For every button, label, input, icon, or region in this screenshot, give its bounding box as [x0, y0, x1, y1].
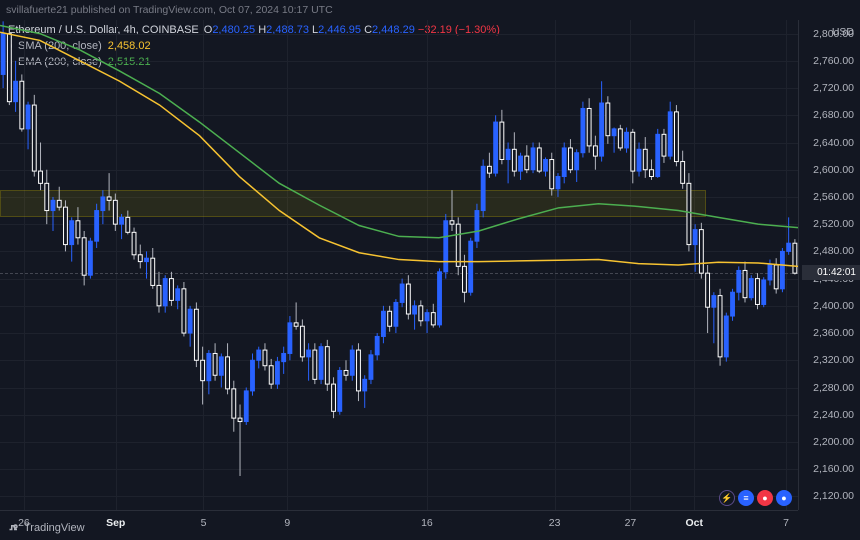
y-tick-label: 2,240.00 — [813, 409, 854, 421]
chart-glyphs: ⚡ ≡ ● ● — [719, 490, 792, 506]
y-tick-label: 2,400.00 — [813, 300, 854, 312]
x-tick-label: Sep — [106, 517, 125, 529]
bolt-icon[interactable]: ⚡ — [719, 490, 735, 506]
y-tick-label: 2,360.00 — [813, 327, 854, 339]
publish-banner: svillafuerte21 published on TradingView.… — [0, 0, 860, 20]
time-axis[interactable]: 26Sep59162327Oct7 — [0, 510, 798, 540]
x-tick-label: Oct — [685, 517, 703, 529]
y-tick-label: 2,560.00 — [813, 191, 854, 203]
x-tick-label: 27 — [625, 517, 637, 529]
y-tick-label: 2,720.00 — [813, 82, 854, 94]
y-tick-label: 2,160.00 — [813, 463, 854, 475]
x-tick-label: 7 — [783, 517, 789, 529]
badge-icon-1: ≡ — [738, 490, 754, 506]
y-tick-label: 2,320.00 — [813, 354, 854, 366]
y-tick-label: 2,200.00 — [813, 436, 854, 448]
publish-text: svillafuerte21 published on TradingView.… — [6, 4, 333, 16]
x-tick-label: 16 — [421, 517, 433, 529]
y-tick-label: 2,520.00 — [813, 218, 854, 230]
x-tick-label: 5 — [201, 517, 207, 529]
chart-frame: svillafuerte21 published on TradingView.… — [0, 0, 860, 540]
logo-text: TradingView — [24, 522, 85, 534]
y-tick-label: 2,280.00 — [813, 382, 854, 394]
y-tick-label: 2,760.00 — [813, 55, 854, 67]
badge-icon-2: ● — [757, 490, 773, 506]
x-tick-label: 23 — [549, 517, 561, 529]
chart-svg — [0, 20, 798, 510]
countdown: 01:42:01 — [802, 265, 860, 280]
y-tick-label: 2,800.00 — [813, 28, 854, 40]
y-tick-label: 2,480.00 — [813, 245, 854, 257]
y-tick-label: 2,680.00 — [813, 109, 854, 121]
y-tick-label: 2,120.00 — [813, 490, 854, 502]
plot-area[interactable]: ⚡ ≡ ● ● — [0, 20, 798, 510]
y-tick-label: 2,640.00 — [813, 137, 854, 149]
tradingview-logo: TradingView — [8, 522, 85, 534]
badge-icon-3: ● — [776, 490, 792, 506]
y-tick-label: 2,600.00 — [813, 164, 854, 176]
x-tick-label: 9 — [284, 517, 290, 529]
price-axis[interactable]: USD 2,800.002,760.002,720.002,680.002,64… — [798, 20, 860, 510]
